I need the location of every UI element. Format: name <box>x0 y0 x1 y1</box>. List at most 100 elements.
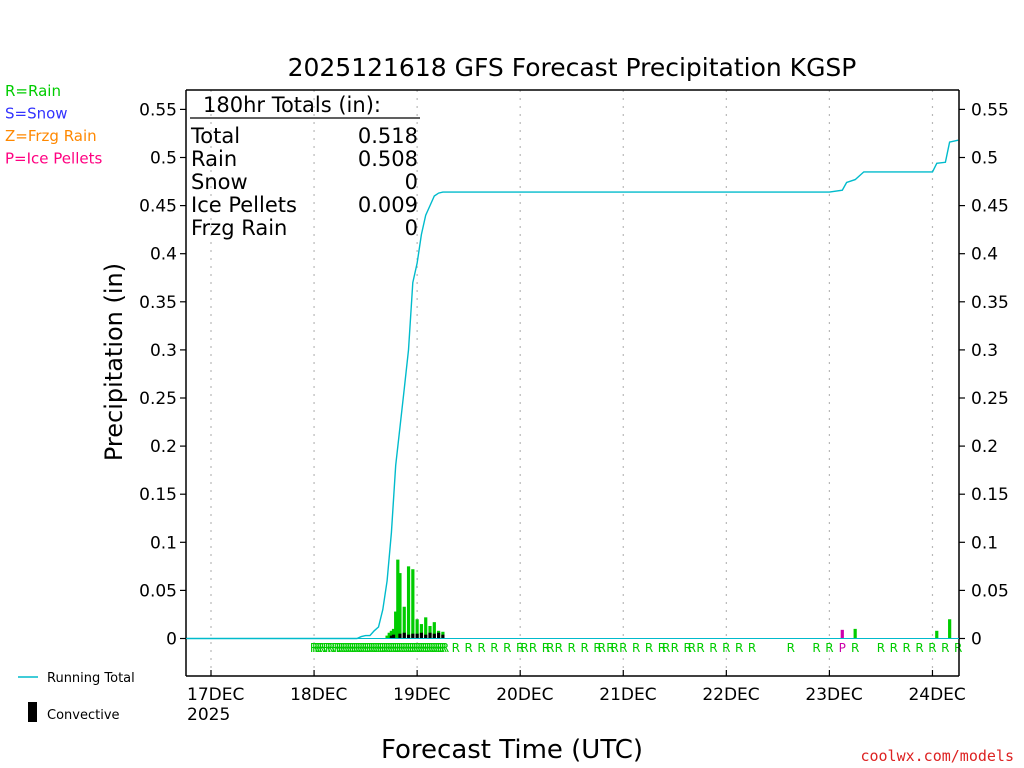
precip-type-marker: R <box>318 641 326 655</box>
precip-type-marker: R <box>598 641 606 655</box>
precip-type-marker: R <box>877 641 885 655</box>
source-credit: coolwx.com/models <box>860 747 1014 765</box>
precip-type-marker: R <box>361 641 369 655</box>
y-tick-label-left: 0.35 <box>139 293 177 313</box>
precip-type-marker: R <box>748 641 756 655</box>
y-tick-label-left: 0.2 <box>150 437 177 457</box>
precip-type-marker: R <box>351 641 359 655</box>
precip-type-marker: R <box>645 641 653 655</box>
y-tick-label-right: 0.1 <box>971 533 998 553</box>
precip-bar-rain <box>432 622 436 639</box>
precip-type-marker: R <box>368 641 376 655</box>
precip-type-marker: R <box>568 641 576 655</box>
y-tick-label-left: 0 <box>166 630 177 650</box>
totals-row-label: Ice Pellets <box>191 193 297 217</box>
precip-type-marker: P <box>839 641 846 655</box>
x-tick-sublabel: 2025 <box>187 705 230 725</box>
precip-type-marker: R <box>316 641 324 655</box>
precip-type-marker: R <box>387 641 395 655</box>
precip-type-legend-entry: P=Ice Pellets <box>5 150 102 168</box>
precip-type-marker: R <box>417 641 425 655</box>
precip-type-marker: R <box>396 641 404 655</box>
precip-type-marker: R <box>404 641 412 655</box>
precip-type-marker: R <box>366 641 374 655</box>
y-tick-label-left: 0.1 <box>150 533 177 553</box>
precip-type-marker: R <box>310 641 318 655</box>
precip-type-marker: R <box>372 641 380 655</box>
y-tick-label-right: 0.25 <box>971 389 1009 409</box>
precip-type-marker: R <box>342 641 350 655</box>
precip-type-marker: R <box>340 641 348 655</box>
precip-type-marker: R <box>662 641 670 655</box>
precip-type-marker: R <box>696 641 704 655</box>
x-tick-label: 23DEC <box>805 685 862 705</box>
precip-type-marker: R <box>357 641 365 655</box>
precip-bar-rain <box>394 611 398 639</box>
precip-type-marker: R <box>334 641 342 655</box>
totals-box: 180hr Totals (in): Total 0.518 Rain 0.508 Sno… <box>190 93 420 240</box>
precip-type-marker: R <box>323 641 331 655</box>
precip-type-marker: R <box>370 641 378 655</box>
precip-type-marker: R <box>381 641 389 655</box>
precip-type-marker: R <box>411 641 419 655</box>
precip-bar-rain <box>853 628 857 639</box>
precip-bar-rain <box>406 566 411 639</box>
precip-bar-convective <box>428 632 432 639</box>
precip-type-marker: R <box>374 641 382 655</box>
precip-type-marker: R <box>542 641 550 655</box>
convective-legend-label: Convective <box>47 708 120 723</box>
totals-row-value: 0.518 <box>358 124 418 148</box>
precip-type-marker: R <box>394 641 402 655</box>
x-tick-label: 21DEC <box>599 685 656 705</box>
y-tick-label-right: 0.35 <box>971 293 1009 313</box>
precip-type-marker: R <box>546 641 554 655</box>
y-tick-label-right: 0.4 <box>971 245 998 265</box>
precip-type-marker: R <box>402 641 410 655</box>
axes: 0 0 0.05 0.05 0.1 0.1 0.15 0.15 0.2 0.2 0.25 0.25 0.… <box>139 89 1009 725</box>
y-tick-label-right: 0.5 <box>971 149 998 169</box>
precip-bar-convective <box>391 634 396 639</box>
precip-type-marker: R <box>355 641 363 655</box>
precip-type-marker: R <box>825 641 833 655</box>
precip-type-marker: R <box>439 641 447 655</box>
precip-bar-rain <box>396 559 400 639</box>
precip-type-marker: R <box>722 641 730 655</box>
precip-type-marker: R <box>529 641 537 655</box>
running-total-legend-label: Running Total <box>47 671 135 686</box>
y-tick-label-left: 0.25 <box>139 389 177 409</box>
precip-type-marker: R <box>391 641 399 655</box>
precip-type-marker: R <box>437 641 445 655</box>
totals-row-label: Total <box>190 124 240 148</box>
precip-type-marker: R <box>359 641 367 655</box>
y-tick-label-left: 0.15 <box>139 485 177 505</box>
precip-bar-rain <box>428 625 432 639</box>
y-tick-label-right: 0.05 <box>971 581 1009 601</box>
precip-type-marker: R <box>398 641 406 655</box>
precip-type-marker: R <box>903 641 911 655</box>
precip-type-marker: R <box>619 641 627 655</box>
precip-type-marker: R <box>658 641 666 655</box>
precip-type-marker: R <box>349 641 357 655</box>
precip-type-marker: R <box>430 641 438 655</box>
precip-bar-convective <box>441 634 445 639</box>
precip-type-marker: R <box>464 641 472 655</box>
precip-bar-rain <box>419 624 424 639</box>
totals-row-label: Frzg Rain <box>191 216 287 240</box>
y-tick-label-right: 0 <box>971 630 982 650</box>
running-total-series <box>185 139 959 640</box>
precip-type-marker: R <box>426 641 434 655</box>
running-total-line <box>185 139 959 640</box>
precip-type-marker: R <box>452 641 460 655</box>
precip-type-marker: R <box>684 641 692 655</box>
precip-bar-convective <box>402 632 406 639</box>
totals-row-label: Snow <box>191 170 248 194</box>
chart-title: 2025121618 GFS Forecast Precipitation KG… <box>288 53 857 82</box>
precip-type-marker: R <box>331 641 339 655</box>
precip-bar-convective <box>398 633 402 639</box>
precip-type-marker: R <box>409 641 417 655</box>
y-axis-label: Precipitation (in) <box>100 263 128 461</box>
precip-type-marker: R <box>376 641 384 655</box>
precip-type-marker: R <box>606 641 614 655</box>
precip-type-marker: R <box>915 641 923 655</box>
precip-bar-rain <box>935 630 939 639</box>
